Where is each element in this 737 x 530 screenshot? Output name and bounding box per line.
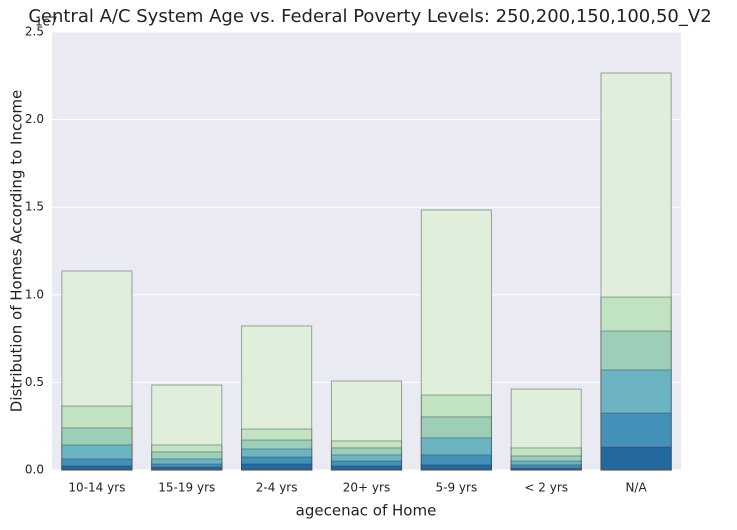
y-tick-label: 2.0 [25, 112, 44, 126]
x-tick-label: < 2 yrs [524, 481, 568, 495]
bar [420, 464, 492, 471]
y-tick-label: 0.0 [25, 463, 44, 477]
x-tick-label: N/A [625, 481, 647, 495]
bar [510, 467, 582, 471]
bar [61, 465, 133, 471]
y-tick-label: 1.0 [25, 287, 44, 301]
bar [330, 465, 403, 471]
x-tick-label: 10-14 yrs [68, 481, 125, 495]
x-tick-label: 15-19 yrs [158, 481, 215, 495]
x-tick-label: 5-9 yrs [436, 481, 478, 495]
y-tick-label: 0.5 [25, 375, 44, 389]
y-tick-label: 1.5 [25, 200, 44, 214]
y-offset-label: 1e7 [35, 15, 58, 29]
bar [151, 466, 223, 471]
y-tick-label: 2.5 [25, 25, 44, 39]
x-tick-label: 2-4 yrs [256, 481, 298, 495]
x-tick-label: 20+ yrs [343, 481, 390, 495]
bars [61, 72, 672, 471]
bar [241, 463, 313, 471]
bar [600, 446, 672, 471]
x-axis-label: agecenac of Home [296, 502, 437, 520]
chart-title: Central A/C System Age vs. Federal Pover… [28, 6, 711, 27]
y-axis-label: Distribution of Homes According to Incom… [8, 90, 26, 412]
